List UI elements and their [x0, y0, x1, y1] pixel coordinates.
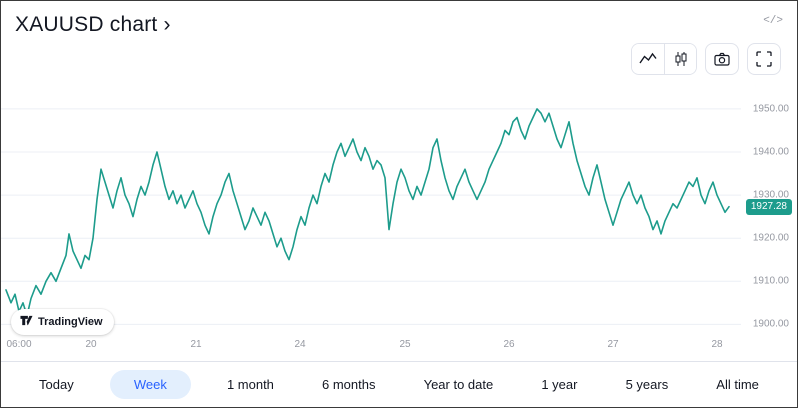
price-axis-label: 1910.00	[752, 275, 789, 287]
price-axis-label: 1940.00	[752, 146, 789, 158]
time-axis-label: 27	[607, 339, 619, 350]
time-axis-label: 24	[294, 339, 306, 350]
time-axis-label: 26	[503, 339, 515, 350]
line-chart-icon	[639, 52, 657, 66]
time-axis-label: 20	[85, 339, 97, 350]
camera-snapshot-button[interactable]	[705, 43, 739, 75]
tradingview-logo-text: TradingView	[38, 316, 103, 328]
embed-code-icon[interactable]: </>	[763, 15, 783, 27]
range-tab-all-time[interactable]: All time	[716, 377, 759, 392]
chart-toolbar	[1, 37, 797, 75]
line-chart-style-button[interactable]	[632, 44, 664, 74]
tradingview-logo-icon	[20, 314, 33, 330]
candlestick-icon	[674, 52, 688, 66]
range-tab-today[interactable]: Today	[39, 377, 74, 392]
last-price-badge: 1927.28	[745, 198, 792, 215]
camera-icon	[714, 52, 730, 66]
range-tab-1-year[interactable]: 1 year	[541, 377, 578, 392]
chart-plot-area[interactable]: 1950.00 1940.00 1930.00 1920.00 1910.00 1900.…	[1, 75, 797, 361]
range-tab-1-month[interactable]: 1 month	[226, 377, 274, 392]
time-axis-label: 25	[399, 339, 411, 350]
price-axis-label: 1950.00	[752, 103, 789, 115]
widget-header: XAUUSD chart › </>	[1, 1, 797, 37]
range-selector: Today Week 1 month 6 months Year to date…	[1, 361, 797, 407]
tradingview-logo[interactable]: TradingView	[11, 309, 114, 335]
time-axis-label: 06:00	[6, 339, 32, 350]
price-line-chart[interactable]	[1, 83, 741, 333]
range-tab-5-years[interactable]: 5 years	[625, 377, 669, 392]
time-axis-label: 28	[711, 339, 723, 350]
price-axis-label: 1900.00	[752, 318, 789, 330]
fullscreen-button[interactable]	[747, 43, 781, 75]
fullscreen-icon	[756, 51, 772, 67]
chart-style-switcher	[631, 43, 697, 75]
range-tab-week[interactable]: Week	[109, 370, 191, 399]
candlestick-style-button[interactable]	[664, 44, 696, 74]
price-axis-label: 1920.00	[752, 232, 789, 244]
range-tab-6-months[interactable]: 6 months	[322, 377, 376, 392]
symbol-title-link[interactable]: XAUUSD chart ›	[15, 13, 171, 36]
range-tab-year-to-date[interactable]: Year to date	[423, 377, 494, 392]
time-axis-label: 21	[190, 339, 202, 350]
